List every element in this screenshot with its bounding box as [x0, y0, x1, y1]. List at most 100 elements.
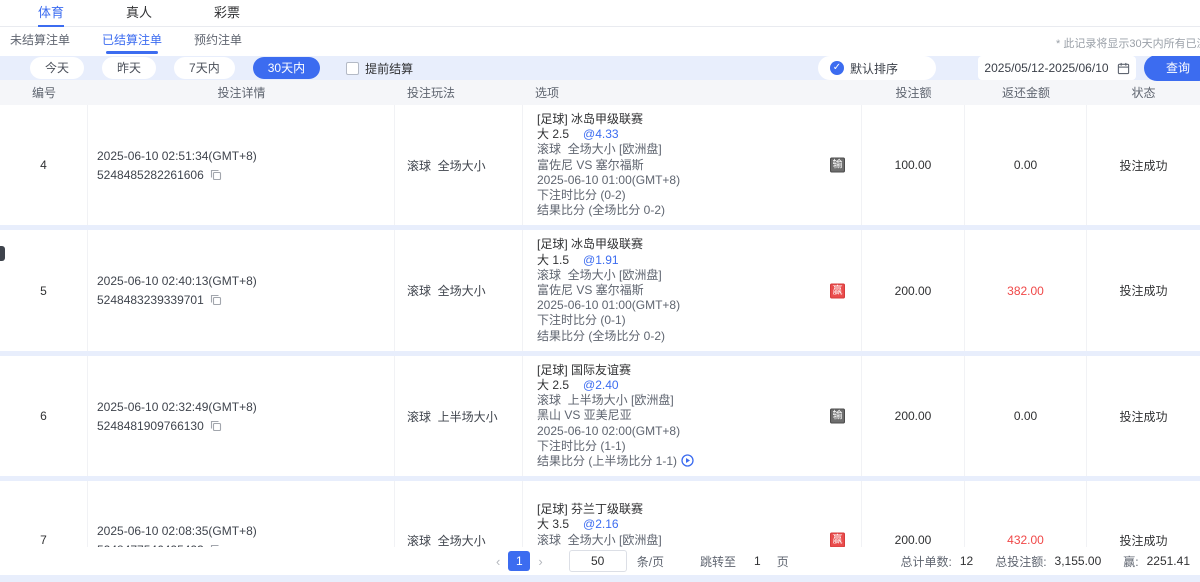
row-id: 5: [0, 230, 88, 351]
stake-amount: 200.00: [862, 355, 965, 477]
bet-time: 2025-06-10 02:32:49(GMT+8): [97, 399, 257, 414]
stake-amount: 200.00: [862, 230, 965, 351]
page-unit-label: 页: [776, 554, 789, 569]
next-page-button[interactable]: ›: [538, 553, 543, 569]
records-note: * 此记录将显示30天内所有已派彩的投注: [1056, 38, 1200, 50]
early-settle-checkbox[interactable]: 提前结算: [346, 60, 413, 77]
copy-icon[interactable]: [210, 420, 222, 432]
options-cell: [足球] 芬兰丁级联赛 大 3.5@2.16 滚球 全场大小 [欧洲盘] 洛伊斯…: [523, 481, 862, 547]
stake-amount: 100.00: [862, 105, 965, 226]
tab-live[interactable]: 真人: [126, 4, 153, 20]
checkbox-icon[interactable]: [346, 61, 360, 75]
bet-detail-cell: 2025-06-10 02:51:34(GMT+8) 5248485282261…: [88, 105, 395, 226]
result-score: 结果比分 (全场比分 0-2): [537, 203, 666, 218]
bet-status: 投注成功: [1119, 158, 1168, 173]
bet-time: 2025-06-10 02:40:13(GMT+8): [97, 274, 257, 289]
copy-icon[interactable]: [210, 294, 222, 306]
bet-detail-cell: 2025-06-10 02:40:13(GMT+8) 5248483239339…: [88, 230, 395, 351]
odds: @2.16: [583, 517, 619, 532]
col-return: 返还金额: [1001, 86, 1050, 100]
table-header: 编号 投注详情 投注玩法 选项 投注额 返还金额 状态: [0, 80, 1200, 105]
market: 滚球 全场大小 [欧洲盘]: [537, 267, 662, 282]
per-page-label: 条/页: [636, 554, 665, 569]
prev-page-button[interactable]: ‹: [496, 553, 501, 569]
match-time: 2025-06-10 01:00(GMT+8): [537, 172, 681, 187]
copy-icon[interactable]: [210, 544, 222, 547]
bet-status: 投注成功: [1119, 409, 1168, 424]
total-count-value: 12: [959, 554, 974, 568]
total-stake-label: 总投注额:: [995, 554, 1047, 569]
total-count-label: 总计单数:: [900, 554, 952, 569]
col-detail: 投注详情: [217, 86, 266, 100]
subtab-unsettled[interactable]: 未结算注单: [10, 33, 71, 47]
options-cell: [足球] 冰岛甲级联赛 大 2.5 @4.33 滚球 全场大小 [欧洲盘] 富佐尼…: [523, 105, 862, 226]
pick: 大 3.5: [537, 517, 570, 532]
rows-viewport[interactable]: 4 2025-06-10 02:51:34(GMT+8) 52484852822…: [0, 105, 1200, 547]
bet-time: 2025-06-10 02:51:34(GMT+8): [97, 148, 257, 163]
play-type: 滚球 全场大小: [395, 105, 523, 226]
filter-30days[interactable]: 30天内: [252, 57, 321, 79]
score-at-bet: 下注时比分 (0-2): [537, 188, 626, 203]
early-settle-label: 提前结算: [365, 61, 414, 76]
score-at-bet: 下注时比分 (0-1): [537, 313, 626, 328]
col-status: 状态: [1131, 86, 1156, 100]
league: [足球] 冰岛甲级联赛: [537, 237, 644, 252]
table-row: 4 2025-06-10 02:51:34(GMT+8) 52484852822…: [0, 105, 1200, 226]
table-row: 7 2025-06-10 02:08:35(GMT+8) 52484775464…: [0, 481, 1200, 547]
result-badge: 输: [830, 408, 845, 424]
copy-icon[interactable]: [210, 169, 222, 181]
bet-status: 投注成功: [1119, 533, 1168, 547]
league: [足球] 国际友谊赛: [537, 362, 632, 377]
tab-lottery[interactable]: 彩票: [214, 4, 241, 20]
result-badge: 输: [830, 157, 845, 173]
jump-page-value[interactable]: 1: [754, 554, 761, 568]
filter-today[interactable]: 今天: [30, 57, 85, 79]
score-at-bet: 下注时比分 (1-1): [537, 438, 626, 453]
league: [足球] 芬兰丁级联赛: [537, 502, 644, 517]
col-options: 选项: [535, 86, 560, 100]
result-badge: 赢: [830, 532, 845, 547]
bet-status: 投注成功: [1119, 284, 1168, 299]
match-time: 2025-06-10 02:00(GMT+8): [537, 423, 681, 438]
page-size-input[interactable]: [568, 550, 627, 572]
stake-amount: 200.00: [862, 481, 965, 547]
odds: @4.33: [583, 127, 619, 142]
default-sort-button[interactable]: ✓ 默认排序: [817, 56, 936, 80]
side-drawer-handle[interactable]: [0, 246, 5, 261]
pick: 大 2.5: [537, 127, 570, 142]
filter-bar: 今天 昨天 7天内 30天内 提前结算 ✓ 默认排序 2025/05/12-20…: [0, 55, 1200, 81]
play-type: 滚球 上半场大小: [395, 355, 523, 477]
match-time: 2025-06-10 01:00(GMT+8): [537, 298, 681, 313]
row-id: 4: [0, 105, 88, 226]
sort-check-icon: ✓: [829, 61, 844, 75]
calendar-icon: [1117, 62, 1129, 74]
league: [足球] 冰岛甲级联赛: [537, 112, 644, 126]
teams: 富佐尼 VS 塞尔福斯: [537, 157, 644, 172]
bet-detail-cell: 2025-06-10 02:32:49(GMT+8) 5248481909766…: [88, 355, 395, 477]
bet-detail-cell: 2025-06-10 02:08:35(GMT+8) 5248477546425…: [88, 481, 395, 547]
bottom-strip: [0, 575, 1200, 582]
total-win-label: 赢:: [1123, 554, 1139, 569]
date-range-picker[interactable]: 2025/05/12-2025/06/10: [977, 56, 1136, 80]
subtab-reserved[interactable]: 预约注单: [194, 33, 243, 47]
search-button[interactable]: 查询: [1143, 55, 1200, 81]
subtab-settled[interactable]: 已结算注单: [100, 27, 164, 56]
col-stake: 投注额: [895, 86, 932, 100]
table-row: 6 2025-06-10 02:32:49(GMT+8) 52484819097…: [0, 355, 1200, 477]
page-1-button[interactable]: 1: [508, 551, 531, 571]
sub-tab-bar: 未结算注单 已结算注单 预约注单 * 此记录将显示30天内所有已派彩的投注: [0, 27, 1200, 56]
result-score: 结果比分 (上半场比分 1-1): [537, 454, 694, 469]
filter-yesterday[interactable]: 昨天: [102, 57, 157, 79]
result-score: 结果比分 (全场比分 0-2): [537, 328, 666, 343]
total-win-value: 2251.41: [1146, 554, 1190, 568]
odds: @1.91: [583, 252, 619, 267]
tab-sports[interactable]: 体育: [38, 0, 65, 27]
return-amount: 0.00: [965, 355, 1087, 477]
sort-label: 默认排序: [849, 61, 898, 76]
filter-7days[interactable]: 7天内: [174, 57, 235, 79]
order-number: 5248483239339701: [97, 293, 204, 308]
total-stake-value: 3,155.00: [1054, 554, 1102, 568]
result-detail-icon[interactable]: [681, 454, 694, 467]
date-range-value: 2025/05/12-2025/06/10: [984, 61, 1109, 75]
order-number: 5248485282261606: [97, 167, 204, 182]
